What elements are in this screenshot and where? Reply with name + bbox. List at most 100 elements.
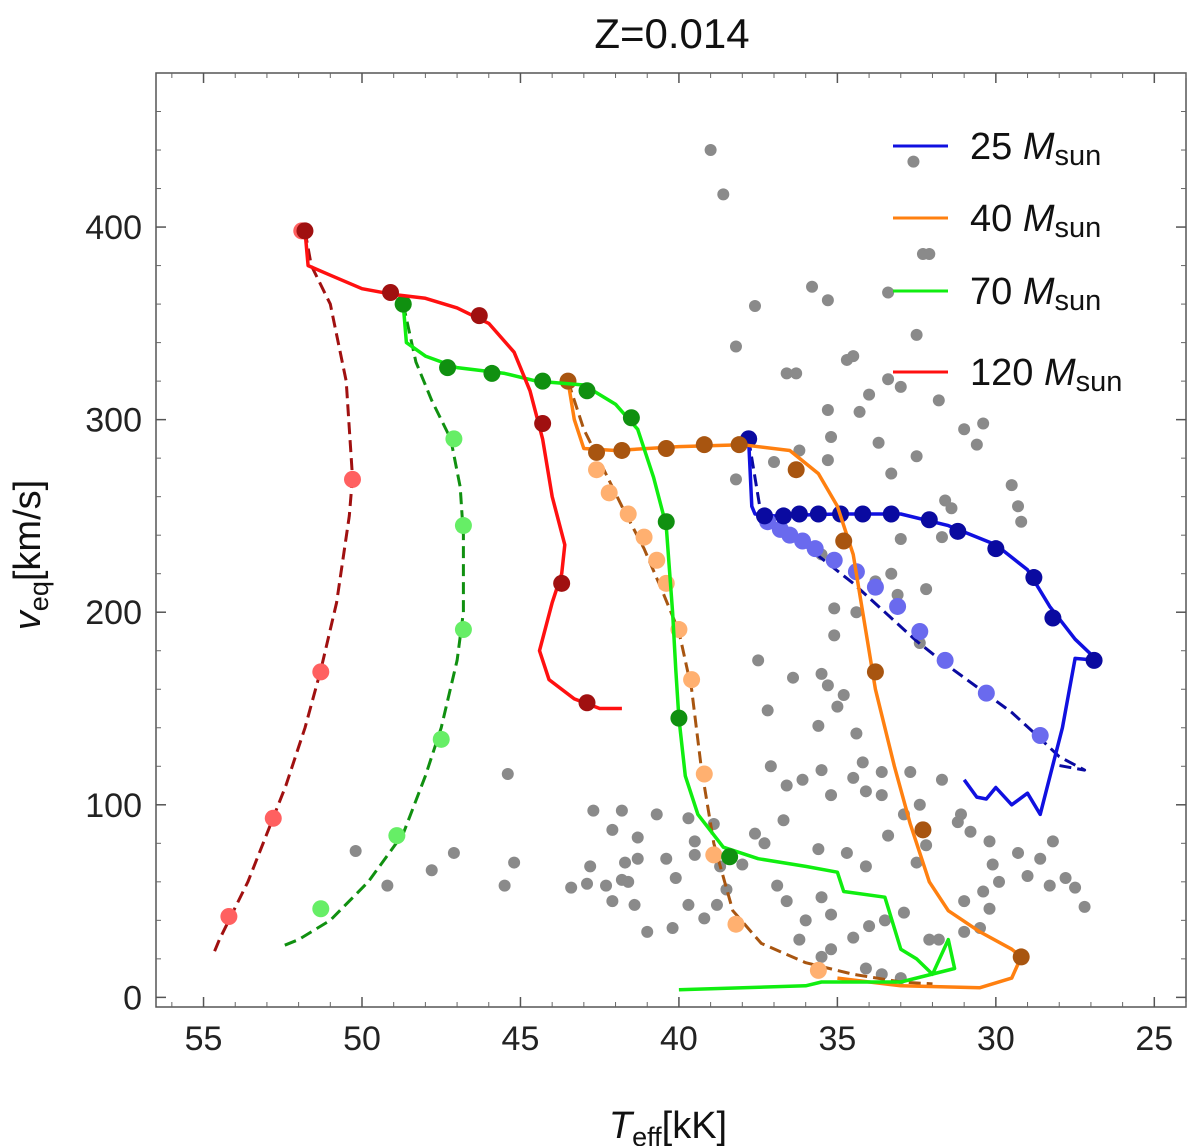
legend-entry-40: 40 Msun	[893, 198, 1101, 244]
y-tick-label: 100	[85, 787, 142, 825]
series-120-solid-marker	[470, 307, 488, 325]
series-70-nonrotating-track	[279, 303, 465, 949]
observation-point	[628, 898, 641, 911]
series-120-dashed-marker	[264, 809, 282, 827]
observation-point	[631, 852, 644, 865]
x-axis-title: Teff[kK]	[609, 1105, 727, 1146]
svg-text:25 Msun: 25 Msun	[970, 126, 1101, 172]
observation-point	[828, 629, 841, 642]
series-120-solid-marker	[382, 284, 400, 302]
legend-label-120: 120	[970, 352, 1033, 394]
observation-point	[853, 405, 866, 418]
observation-point	[907, 155, 920, 168]
observation-point	[447, 846, 460, 859]
observation-point	[859, 785, 872, 798]
observation-point	[935, 773, 948, 786]
x-tick-label: 25	[1135, 1020, 1173, 1058]
series-40-dashed-marker	[683, 671, 701, 689]
observation-point	[863, 388, 876, 401]
series-70-solid-marker	[394, 295, 412, 313]
observation-point	[815, 764, 828, 777]
observation-point	[875, 766, 888, 779]
observation-point	[641, 925, 654, 938]
observation-point	[1078, 900, 1091, 913]
legend: 25 Msun 40 Msun 70 Msun 120 Msun	[893, 126, 1122, 398]
series-25-dashed-marker	[936, 651, 954, 669]
observation-point	[704, 144, 717, 157]
observation-point	[986, 858, 999, 871]
observation-point	[910, 450, 923, 463]
observation-point	[1012, 500, 1025, 513]
observation-point	[1059, 871, 1072, 884]
observation-point	[821, 294, 834, 307]
observation-point	[1043, 879, 1056, 892]
observation-point	[812, 843, 825, 856]
observation-point	[729, 473, 742, 486]
legend-sub-70: sun	[1055, 285, 1102, 317]
y-tick-label: 200	[85, 594, 142, 632]
y-tick-label: 400	[85, 209, 142, 247]
series-120-dashed-marker	[312, 663, 330, 681]
observation-point	[859, 860, 872, 873]
observation-point	[508, 856, 521, 869]
observation-point	[587, 804, 600, 817]
y-tick-label: 0	[123, 979, 142, 1017]
legend-unit-40: M	[1023, 198, 1055, 240]
axes: 55 50 45 40 35 30 25 0 100 200 300 400	[85, 73, 1187, 1058]
observation-point	[825, 430, 838, 443]
observation-point	[840, 353, 853, 366]
observation-point	[682, 898, 695, 911]
y-axis-title: veq[km/s]	[7, 480, 54, 630]
series-120-solid-marker	[553, 574, 571, 592]
legend-sub-25: sun	[1055, 140, 1102, 172]
observation-point	[1005, 479, 1018, 492]
series-70-dashed-marker	[388, 827, 406, 845]
observation-point	[872, 436, 885, 449]
series-70-dashed-marker	[454, 621, 472, 639]
observation-point	[815, 667, 828, 680]
series-120-nonrotating-track	[211, 230, 354, 956]
legend-label-25: 25	[970, 126, 1012, 168]
observation-point	[904, 766, 917, 779]
series-25-dashed-marker	[889, 597, 907, 615]
series-25-dashed-marker	[977, 684, 995, 702]
x-axis-title-sub: eff	[632, 1122, 662, 1146]
observation-point	[825, 789, 838, 802]
series-40-solid-marker	[657, 440, 675, 458]
x-tick-label: 45	[502, 1020, 540, 1058]
observation-point	[501, 767, 514, 780]
observation-point	[920, 583, 933, 596]
observation-point	[983, 902, 996, 915]
series-70-dashed-marker	[445, 430, 463, 448]
series-25-solid-marker	[949, 522, 967, 540]
observation-point	[825, 908, 838, 921]
observation-point	[748, 300, 761, 313]
observation-point	[806, 280, 819, 293]
observation-point	[837, 689, 850, 702]
observation-point	[821, 404, 834, 417]
series-25-dashed-marker	[825, 551, 843, 569]
series-25-solid-marker	[1025, 569, 1043, 587]
observation-point	[606, 823, 619, 836]
observation-point	[850, 727, 863, 740]
observation-point	[821, 454, 834, 467]
x-axis-title-unit: [kK]	[662, 1105, 727, 1146]
observation-point	[951, 816, 964, 829]
observation-point	[622, 875, 635, 888]
legend-entry-25: 25 Msun	[893, 126, 1101, 172]
svg-text:120 Msun: 120 Msun	[970, 352, 1122, 398]
observation-point	[882, 373, 895, 386]
observation-point	[897, 906, 910, 919]
observation-point	[885, 467, 898, 480]
observation-point	[932, 394, 945, 407]
observation-point	[717, 188, 730, 201]
observation-point	[847, 771, 860, 784]
series-40-solid-marker	[588, 443, 606, 461]
observation-point	[1069, 881, 1082, 894]
observation-point	[631, 831, 644, 844]
y-axis-title-sub: eq	[24, 581, 54, 611]
series-40-dashed-marker	[648, 551, 666, 569]
observation-point	[1034, 852, 1047, 865]
observation-point	[894, 380, 907, 393]
